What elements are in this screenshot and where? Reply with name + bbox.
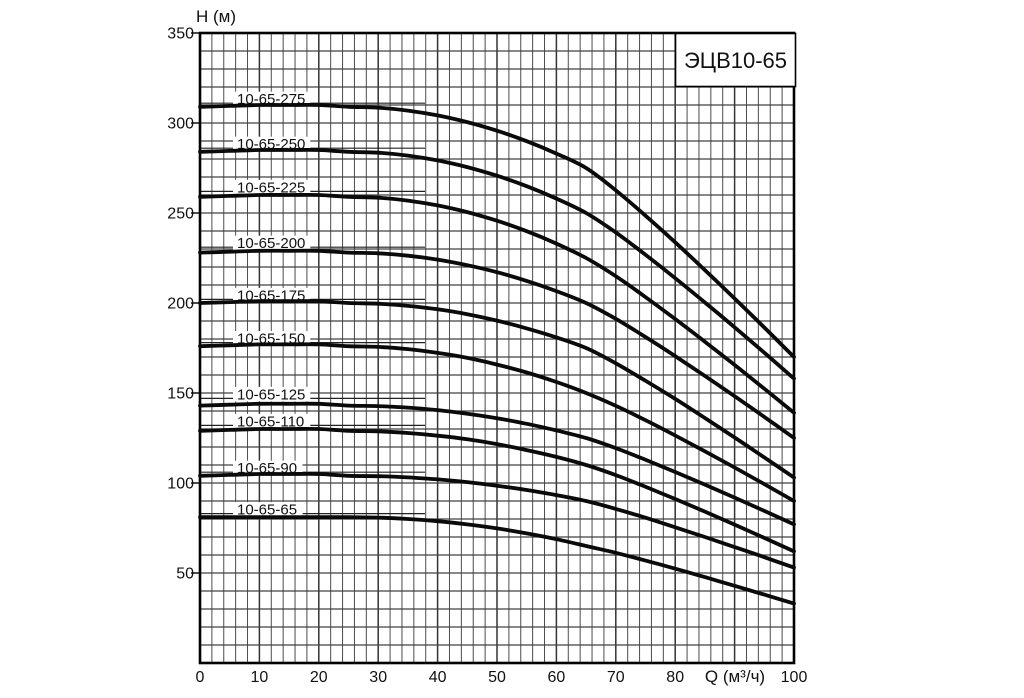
chart-title-box-frame [674,32,797,88]
curve-label-10-65-200: 10-65-200 [237,235,305,252]
y-tick-label: 300 [167,116,194,133]
x-tick-label: 60 [548,669,566,686]
y-tick-label: 200 [167,296,194,313]
curve-label-10-65-65: 10-65-65 [237,502,297,519]
x-tick-label: 10 [251,669,269,686]
curve-label-background [233,136,311,152]
curve-label-background [233,386,311,402]
chart-title: ЭЦВ10-65 [684,48,787,73]
curve-10-65-125 [198,401,796,527]
curve-label-background [233,179,311,195]
curve-label-background [233,331,311,346]
y-axis-title: H (м) [196,7,236,26]
curve-10-65-225 [198,192,796,415]
x-tick-label: 20 [310,669,328,686]
y-tick-label: 250 [167,206,194,223]
curve-10-65-110 [198,426,796,554]
curve-10-65-150 [198,342,796,503]
x-tick-label: 100 [781,669,808,686]
curve-10-65-175 [198,299,796,480]
y-tick-label: 100 [167,476,194,493]
x-tick-label: 0 [196,669,205,686]
chart-title-box: ЭЦВ10-65 [674,32,797,88]
curve-label-background [233,235,311,251]
x-tick-label: 40 [429,669,447,686]
x-tick-label: 50 [488,669,506,686]
curve-10-65-90 [198,471,796,570]
curve-10-65-200 [198,248,796,440]
curve-label-background [233,502,303,517]
y-tick-label: 50 [176,566,194,583]
x-tick-label: 70 [607,669,625,686]
y-tick-label: 150 [167,386,194,403]
curve-10-65-275 [198,102,796,359]
curve-label-background [233,460,303,476]
x-tick-label: 80 [666,669,684,686]
x-tick-label: 30 [369,669,387,686]
curve-label-10-65-225: 10-65-225 [237,179,305,196]
curve-label-10-65-125: 10-65-125 [237,386,305,403]
y-tick-label: 350 [167,26,194,43]
curve-label-background [233,413,311,429]
curve-label-10-65-110: 10-65-110 [237,413,304,430]
curve-10-65-65 [198,515,796,606]
curve-label-background [233,287,311,303]
curve-10-65-250 [198,147,796,381]
x-axis-title: Q (м³/ч) [705,667,765,686]
curve-label-background [233,91,311,107]
